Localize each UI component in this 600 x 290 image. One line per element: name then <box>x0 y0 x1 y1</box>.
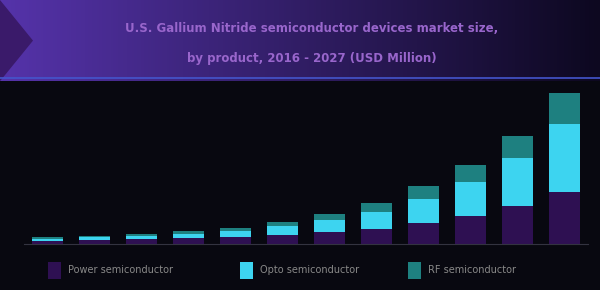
Bar <box>408 199 439 223</box>
Bar <box>455 165 486 182</box>
Bar <box>408 186 439 199</box>
Bar <box>455 216 486 244</box>
Bar <box>361 212 392 229</box>
Bar <box>502 158 533 206</box>
Bar <box>502 206 533 244</box>
Bar <box>126 236 157 239</box>
Bar <box>79 240 110 244</box>
Text: by product, 2016 - 2027 (USD Million): by product, 2016 - 2027 (USD Million) <box>187 52 437 65</box>
Bar <box>220 231 251 237</box>
Bar <box>314 220 345 232</box>
Bar <box>173 238 204 244</box>
Bar <box>220 228 251 231</box>
Bar <box>173 234 204 238</box>
Bar <box>455 182 486 216</box>
Polygon shape <box>0 0 33 81</box>
Bar <box>361 229 392 244</box>
Bar <box>502 136 533 158</box>
Bar <box>79 236 110 237</box>
Bar <box>240 262 253 279</box>
Bar <box>408 223 439 244</box>
Text: Power semiconductor: Power semiconductor <box>68 265 173 275</box>
Bar <box>267 226 298 235</box>
Bar <box>79 237 110 240</box>
Text: U.S. Gallium Nitride semiconductor devices market size,: U.S. Gallium Nitride semiconductor devic… <box>125 22 499 35</box>
Bar <box>549 93 580 124</box>
Bar <box>32 238 63 239</box>
Bar <box>267 235 298 244</box>
Text: Opto semiconductor: Opto semiconductor <box>260 265 359 275</box>
Bar <box>48 262 61 279</box>
Bar <box>220 237 251 244</box>
Bar <box>549 192 580 244</box>
Bar <box>361 203 392 212</box>
Bar <box>314 214 345 220</box>
Bar <box>549 124 580 192</box>
Bar <box>32 241 63 244</box>
Bar <box>126 239 157 244</box>
Bar <box>173 231 204 234</box>
Bar <box>267 222 298 226</box>
Bar <box>126 234 157 236</box>
Bar <box>32 239 63 241</box>
Text: RF semiconductor: RF semiconductor <box>428 265 517 275</box>
Bar <box>408 262 421 279</box>
Bar <box>314 232 345 244</box>
